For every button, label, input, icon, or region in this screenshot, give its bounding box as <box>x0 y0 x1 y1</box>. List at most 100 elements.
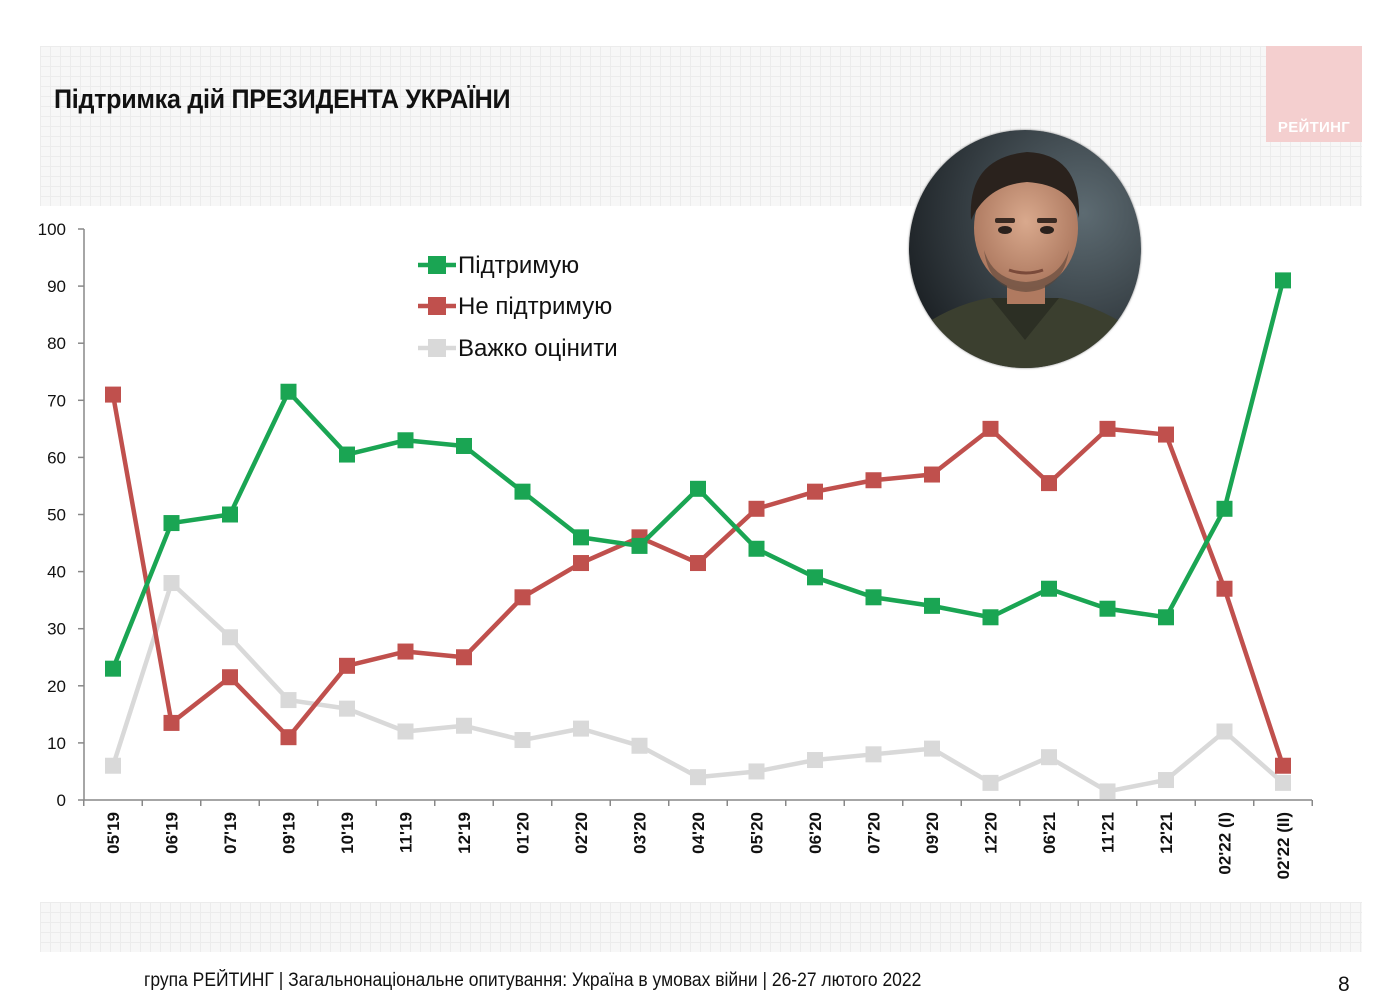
data-point <box>1041 475 1057 492</box>
footer-text: група РЕЙТИНГ | Загальнонаціональне опит… <box>144 970 922 991</box>
data-point <box>397 432 414 449</box>
data-point <box>1041 749 1057 766</box>
legend-marker <box>428 297 446 315</box>
data-point <box>514 483 531 500</box>
y-tick-label: 100 <box>38 220 66 239</box>
x-tick-label: 05'20 <box>748 812 767 854</box>
y-tick-label: 0 <box>57 791 66 810</box>
legend-label: Не підтримую <box>458 293 612 320</box>
data-point <box>280 729 297 746</box>
data-point <box>222 506 238 523</box>
data-point <box>1158 609 1174 626</box>
data-point <box>1216 580 1233 597</box>
data-point <box>924 466 940 483</box>
data-point <box>865 746 882 763</box>
data-point <box>1099 420 1116 437</box>
footer-background <box>40 902 1362 952</box>
data-point <box>163 515 180 532</box>
data-point <box>1216 723 1233 740</box>
x-tick-label: 06'19 <box>163 812 182 854</box>
data-point <box>514 589 531 606</box>
x-tick-label: 06'20 <box>806 812 825 854</box>
data-point <box>456 437 472 454</box>
page-title: Підтримка дій ПРЕЗИДЕНТА УКРАЇНИ <box>54 84 511 114</box>
data-point <box>222 629 238 646</box>
legend-label: Важко оцінити <box>458 335 618 362</box>
data-point <box>456 717 472 734</box>
data-point <box>1099 783 1116 800</box>
data-point <box>807 483 823 500</box>
x-tick-label: 12'21 <box>1157 812 1176 854</box>
x-tick-label: 01'20 <box>514 812 533 854</box>
data-point <box>1041 580 1057 597</box>
data-point <box>456 649 472 666</box>
x-tick-label: 02'20 <box>572 812 591 854</box>
data-point <box>397 643 414 660</box>
data-point <box>163 714 180 731</box>
data-point <box>339 446 355 463</box>
series-line <box>110 394 1286 767</box>
y-tick-label: 20 <box>47 677 66 696</box>
data-point <box>339 700 355 717</box>
page-number: 8 <box>1338 973 1350 996</box>
header-background <box>40 46 1362 206</box>
data-point <box>924 597 940 614</box>
x-tick-label: 02'22 (I) <box>1216 812 1235 875</box>
data-point <box>1158 772 1174 789</box>
y-tick-label: 10 <box>47 734 66 753</box>
data-point <box>748 500 765 517</box>
data-point <box>865 589 882 606</box>
x-tick-label: 04'20 <box>689 812 708 854</box>
data-point <box>105 660 121 677</box>
data-point <box>573 529 589 546</box>
data-point <box>807 569 823 586</box>
legend-marker <box>428 256 446 274</box>
data-point <box>690 769 706 786</box>
data-point <box>690 555 706 572</box>
x-tick-label: 03'20 <box>631 812 650 854</box>
data-point <box>1158 426 1174 443</box>
data-point <box>163 575 180 592</box>
data-point <box>280 692 297 709</box>
y-tick-label: 50 <box>47 506 66 525</box>
x-tick-label: 11'19 <box>397 812 416 853</box>
data-point <box>631 737 648 754</box>
y-tick-label: 90 <box>47 277 66 296</box>
legend-marker <box>428 339 446 357</box>
x-tick-label: 02'22 (II) <box>1274 812 1293 879</box>
data-point <box>1275 757 1291 774</box>
x-tick-label: 12'19 <box>455 812 474 854</box>
x-tick-label: 11'21 <box>1099 812 1118 853</box>
series-layer <box>105 272 1291 800</box>
x-tick-label: 10'19 <box>338 812 357 854</box>
data-point <box>1099 600 1116 617</box>
x-tick-label: 09'19 <box>280 812 299 854</box>
data-point <box>807 752 823 769</box>
data-point <box>514 732 531 749</box>
x-axis: 05'19 06'19 07'19 09'19 10'19 11'19 12'19 01'20… <box>83 799 1313 879</box>
data-point <box>1275 272 1291 289</box>
data-point <box>865 472 882 489</box>
rating-logo: РЕЙТИНГ <box>1266 46 1362 142</box>
data-point <box>982 420 999 437</box>
data-point <box>105 757 121 774</box>
data-point <box>280 383 297 400</box>
y-axis: 0 10 20 30 40 50 60 70 80 90 100 <box>38 220 85 810</box>
data-point <box>924 740 940 757</box>
data-point <box>748 763 765 780</box>
data-point <box>1275 774 1291 791</box>
data-point <box>573 720 589 737</box>
data-point <box>222 669 238 686</box>
data-point <box>339 657 355 674</box>
x-tick-label: 06'21 <box>1040 812 1059 854</box>
y-tick-label: 70 <box>47 391 66 410</box>
data-point <box>982 609 999 626</box>
x-tick-label: 12'20 <box>982 812 1001 854</box>
data-point <box>573 555 589 572</box>
data-point <box>631 537 648 554</box>
logo-text: РЕЙТИНГ <box>1277 119 1351 136</box>
y-tick-label: 80 <box>47 334 66 353</box>
data-point <box>748 540 765 557</box>
y-tick-label: 30 <box>47 620 66 639</box>
